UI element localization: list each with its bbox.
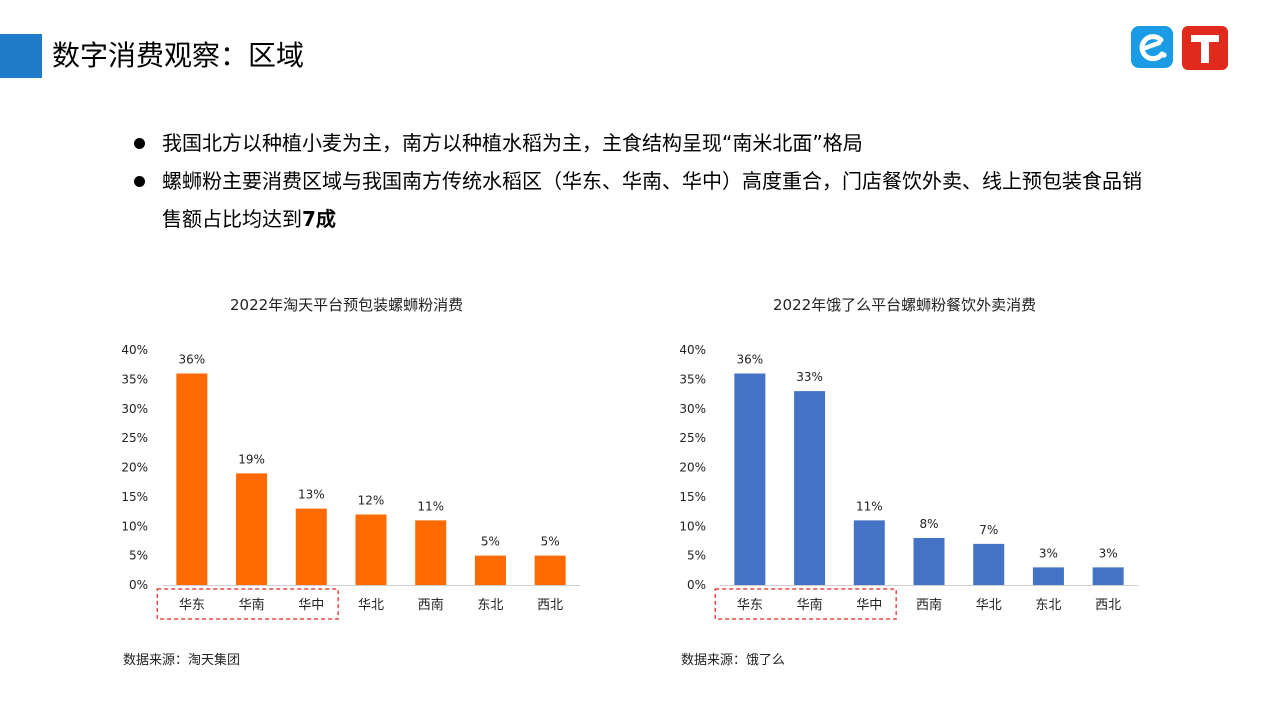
x-tick-label: 华南 bbox=[239, 597, 265, 613]
data-label: 36% bbox=[179, 353, 206, 367]
highlight-box bbox=[156, 588, 339, 620]
bar bbox=[415, 520, 447, 585]
y-tick-label: 10% bbox=[121, 519, 148, 533]
x-tick-label: 西南 bbox=[418, 597, 444, 613]
x-tick-label: 西北 bbox=[1095, 598, 1121, 613]
data-label: 13% bbox=[298, 488, 325, 502]
bullet-list: 我国北方以种植小麦为主，南方以种植水稻为主，主食结构呈现“南米北面”格局 螺蛳粉… bbox=[132, 124, 1142, 238]
title-accent-bar bbox=[0, 34, 42, 78]
x-tick-label: 东北 bbox=[1035, 598, 1061, 613]
bullet-bold-text: 7成 bbox=[302, 207, 336, 231]
y-tick-label: 25% bbox=[679, 431, 706, 445]
y-tick-label: 40% bbox=[121, 343, 148, 357]
bar bbox=[176, 373, 208, 585]
chart-title: 2022年饿了么平台螺蛳粉餐饮外卖消费 bbox=[773, 296, 1037, 314]
x-tick-label: 华北 bbox=[976, 598, 1002, 613]
x-tick-label: 华南 bbox=[797, 597, 823, 613]
y-tick-label: 0% bbox=[129, 578, 148, 592]
bar bbox=[973, 543, 1005, 585]
bar-chart-eleme: 0% 5% 10% 15% 20% 25% 30% 35% 40% 36% 华东 33% 华南 11% 华中… bbox=[679, 343, 1138, 620]
y-tick-label: 40% bbox=[679, 343, 706, 357]
x-tick-label: 华中 bbox=[856, 598, 882, 613]
bullet-dot bbox=[134, 138, 145, 149]
bullet-item: 我国北方以种植小麦为主，南方以种植水稻为主，主食结构呈现“南米北面”格局 bbox=[132, 124, 1142, 162]
data-label: 33% bbox=[796, 370, 823, 384]
bullet-text: 螺蛳粉主要消费区域与我国南方传统水稻区（华东、华南、华中）高度重合，门店餐饮外卖… bbox=[162, 169, 1142, 231]
data-label: 5% bbox=[481, 535, 500, 549]
y-tick-label: 25% bbox=[121, 431, 148, 445]
data-label: 11% bbox=[856, 499, 883, 513]
data-label: 7% bbox=[979, 523, 998, 537]
bullet-item: 螺蛳粉主要消费区域与我国南方传统水稻区（华东、华南、华中）高度重合，门店餐饮外卖… bbox=[132, 162, 1142, 238]
bar bbox=[853, 520, 885, 585]
x-tick-label: 华北 bbox=[358, 598, 384, 613]
data-source: 数据来源：饿了么 bbox=[681, 653, 786, 668]
x-tick-label: 华东 bbox=[179, 598, 205, 613]
y-tick-label: 5% bbox=[129, 549, 148, 563]
bar bbox=[355, 514, 387, 585]
bar bbox=[1032, 567, 1064, 585]
y-tick-label: 0% bbox=[687, 578, 706, 592]
data-source: 数据来源：淘天集团 bbox=[123, 653, 241, 668]
highlight-box bbox=[714, 588, 897, 620]
x-tick-label: 西南 bbox=[916, 597, 942, 613]
bar bbox=[236, 473, 268, 585]
bar bbox=[913, 538, 945, 585]
bar bbox=[794, 391, 826, 585]
data-label: 3% bbox=[1099, 546, 1118, 560]
taotian-logo bbox=[1182, 26, 1228, 70]
data-label: 19% bbox=[238, 452, 265, 466]
y-tick-label: 20% bbox=[121, 461, 148, 475]
y-tick-label: 15% bbox=[121, 490, 148, 504]
x-tick-label: 东北 bbox=[477, 598, 503, 613]
data-label: 11% bbox=[417, 499, 444, 513]
x-tick-label: 华东 bbox=[737, 598, 763, 613]
eleme-logo bbox=[1131, 26, 1173, 68]
y-tick-label: 10% bbox=[679, 519, 706, 533]
y-tick-label: 20% bbox=[679, 461, 706, 475]
bar bbox=[1092, 567, 1124, 585]
data-label: 36% bbox=[737, 353, 764, 367]
bar bbox=[474, 555, 506, 585]
data-label: 8% bbox=[919, 517, 938, 531]
bullet-text: 我国北方以种植小麦为主，南方以种植水稻为主，主食结构呈现“南米北面”格局 bbox=[162, 131, 863, 155]
y-tick-label: 30% bbox=[679, 402, 706, 416]
x-tick-label: 华中 bbox=[298, 598, 324, 613]
y-tick-label: 30% bbox=[121, 402, 148, 416]
y-tick-label: 5% bbox=[687, 549, 706, 563]
bar-chart-taotian: 0% 5% 10% 15% 20% 25% 30% 35% 40% 36% 华东 19% 华南 13% 华中… bbox=[121, 343, 580, 620]
data-label: 12% bbox=[358, 494, 385, 508]
x-tick-label: 西北 bbox=[537, 598, 563, 613]
bar bbox=[534, 555, 566, 585]
y-tick-label: 35% bbox=[121, 372, 148, 386]
chart-title: 2022年淘天平台预包装螺蛳粉消费 bbox=[230, 296, 464, 314]
bar bbox=[295, 508, 327, 585]
bullet-dot bbox=[134, 176, 145, 187]
y-tick-label: 35% bbox=[679, 372, 706, 386]
data-label: 3% bbox=[1039, 546, 1058, 560]
page-title: 数字消费观察：区域 bbox=[52, 39, 305, 72]
y-tick-label: 15% bbox=[679, 490, 706, 504]
bar bbox=[734, 373, 766, 585]
data-label: 5% bbox=[541, 535, 560, 549]
